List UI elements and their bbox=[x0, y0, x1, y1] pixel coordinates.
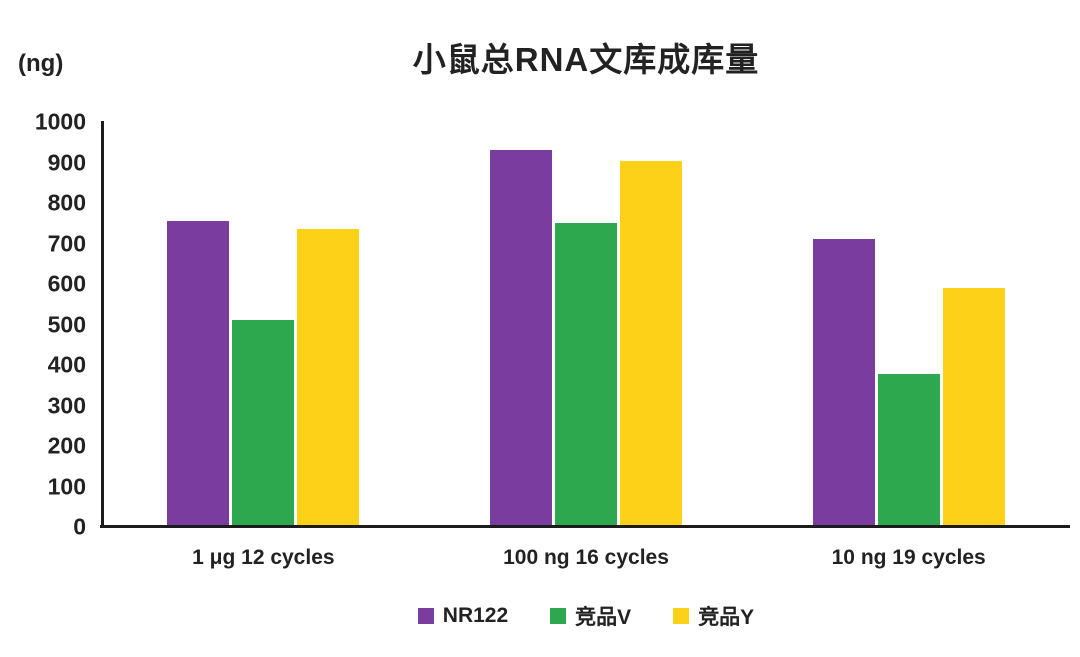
legend-label: NR122 bbox=[442, 604, 509, 627]
bar-group-3 bbox=[747, 122, 1070, 527]
y-axis-unit-label: (ng) bbox=[18, 50, 64, 77]
bar-group-1 bbox=[102, 122, 425, 527]
y-tick-label-0: 0 bbox=[73, 513, 86, 540]
bar-竞品Y-category-1 bbox=[297, 229, 360, 527]
x-axis-category-labels: 1 μg 12 cycles 100 ng 16 cycles 10 ng 19 c… bbox=[102, 546, 1070, 570]
bar-group-2 bbox=[425, 122, 748, 527]
plot-area bbox=[102, 122, 1070, 527]
bar-NR122-category-1 bbox=[167, 221, 230, 527]
x-axis-line bbox=[100, 525, 1070, 528]
y-tick-label-100: 100 bbox=[47, 473, 86, 499]
x-category-label-1: 1 μg 12 cycles bbox=[192, 546, 335, 569]
bar-NR122-category-2 bbox=[490, 150, 552, 527]
bar-竞品Y-category-2 bbox=[620, 161, 682, 527]
legend-swatch-icon bbox=[673, 608, 690, 624]
bar-竞品V-category-3 bbox=[877, 373, 940, 527]
y-axis-tick-labels: 0 100 200 300 400 500 600 700 800 900 1000 bbox=[0, 110, 86, 538]
y-tick-label-300: 300 bbox=[47, 392, 86, 418]
legend-swatch-icon bbox=[550, 608, 567, 624]
x-category-label-3: 10 ng 19 cycles bbox=[831, 546, 986, 569]
legend-label: 竞品V bbox=[575, 606, 632, 629]
legend-item-竞品V: 竞品V bbox=[550, 601, 631, 631]
y-tick-label-600: 600 bbox=[47, 270, 86, 297]
y-tick-label-800: 800 bbox=[47, 189, 86, 216]
y-tick-label-500: 500 bbox=[47, 311, 86, 337]
bar-竞品Y-category-3 bbox=[942, 288, 1005, 527]
y-tick-label-900: 900 bbox=[47, 149, 86, 175]
y-tick-label-400: 400 bbox=[47, 351, 86, 378]
legend-label: 竞品Y bbox=[698, 606, 755, 629]
legend-swatch-icon bbox=[417, 608, 434, 624]
x-category-label-2: 100 ng 16 cycles bbox=[503, 546, 669, 569]
bar-竞品V-category-2 bbox=[555, 223, 617, 527]
y-tick-label-1000: 1000 bbox=[34, 108, 86, 135]
y-axis-line bbox=[101, 121, 104, 527]
chart-title: 小鼠总RNA文库成库量 bbox=[412, 41, 760, 78]
bar-NR122-category-3 bbox=[812, 239, 875, 527]
y-tick-label-700: 700 bbox=[47, 230, 86, 256]
legend-item-NR122: NR122 bbox=[417, 604, 509, 628]
legend-item-竞品Y: 竞品Y bbox=[673, 601, 754, 631]
legend: NR122 竞品V 竞品Y bbox=[102, 601, 1070, 631]
y-tick-label-200: 200 bbox=[47, 432, 86, 459]
bar-竞品V-category-1 bbox=[232, 320, 295, 527]
